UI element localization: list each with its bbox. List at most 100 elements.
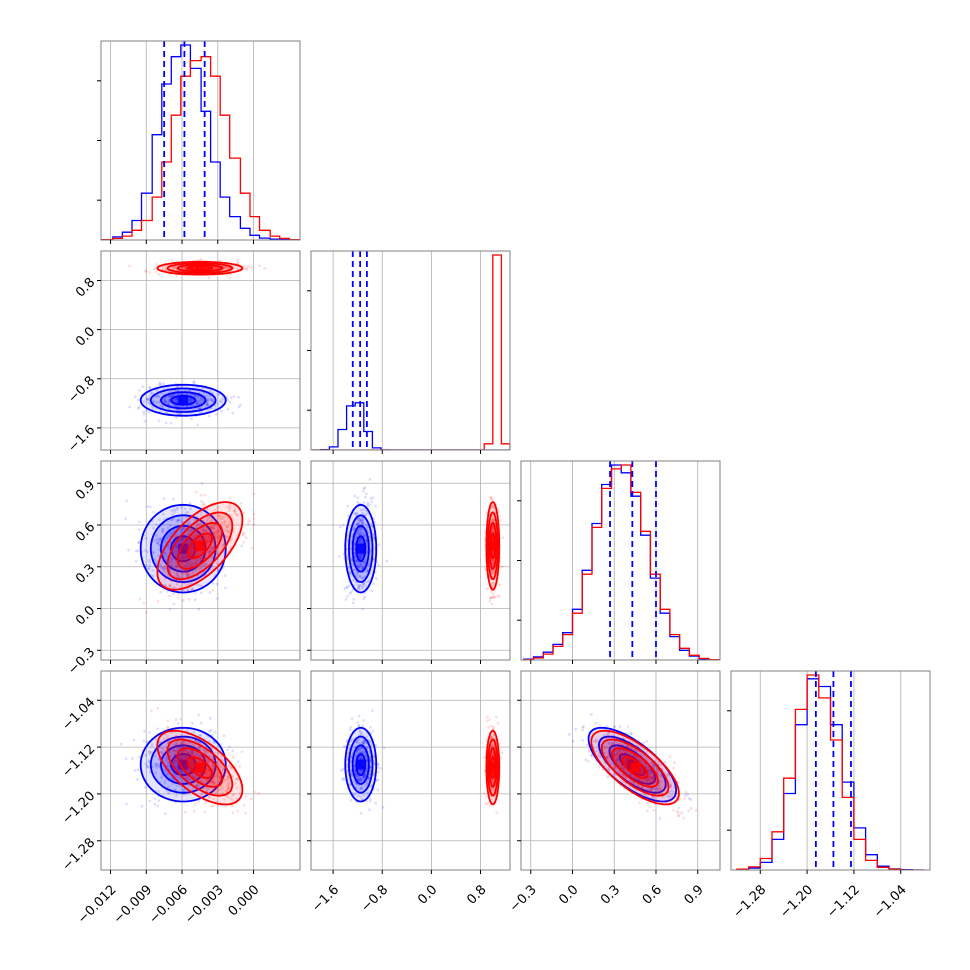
sample-point bbox=[366, 580, 369, 584]
sample-point bbox=[190, 538, 193, 542]
sample-point bbox=[362, 794, 366, 798]
sample-point bbox=[649, 776, 653, 780]
sample-point bbox=[210, 555, 214, 558]
sample-point bbox=[217, 567, 220, 571]
sample-point bbox=[501, 751, 504, 755]
sample-point bbox=[220, 409, 223, 413]
sample-point bbox=[174, 556, 178, 559]
sample-point bbox=[169, 555, 173, 559]
sample-point bbox=[173, 761, 177, 765]
sample-point bbox=[173, 757, 177, 761]
sample-point bbox=[205, 508, 209, 511]
sample-point bbox=[235, 267, 239, 271]
sample-point bbox=[199, 557, 203, 561]
sample-point bbox=[194, 554, 197, 557]
sample-point bbox=[211, 391, 215, 395]
sample-point bbox=[240, 544, 244, 548]
sample-point bbox=[372, 582, 375, 586]
sample-point bbox=[189, 750, 193, 754]
sample-point bbox=[237, 405, 241, 409]
sample-point bbox=[352, 526, 356, 530]
sample-point bbox=[365, 735, 369, 739]
sample-point bbox=[162, 567, 166, 570]
sample-point bbox=[212, 765, 215, 769]
sample-point bbox=[221, 792, 225, 795]
sample-point bbox=[366, 505, 370, 508]
sample-point bbox=[368, 503, 371, 506]
sample-point bbox=[202, 391, 206, 395]
sample-point bbox=[217, 761, 221, 764]
sample-point bbox=[215, 772, 219, 776]
sample-point bbox=[124, 757, 128, 761]
sample-point bbox=[151, 574, 155, 578]
sample-point bbox=[228, 401, 232, 404]
sample-point bbox=[357, 779, 361, 783]
sample-point bbox=[358, 555, 361, 559]
sample-point bbox=[366, 501, 370, 505]
sample-point bbox=[347, 747, 351, 751]
sample-point bbox=[498, 595, 502, 598]
sample-point bbox=[361, 490, 365, 493]
sample-point bbox=[371, 729, 375, 733]
sample-point bbox=[371, 496, 375, 500]
sample-point bbox=[180, 385, 184, 389]
sample-point bbox=[488, 596, 492, 600]
sample-point bbox=[186, 588, 190, 592]
sample-point bbox=[204, 562, 208, 566]
sample-point bbox=[356, 583, 360, 587]
sample-point bbox=[175, 749, 179, 753]
sample-point bbox=[227, 786, 231, 790]
sample-point bbox=[154, 762, 158, 766]
sample-point bbox=[355, 773, 358, 777]
sample-point bbox=[155, 262, 159, 266]
sample-point bbox=[360, 751, 364, 754]
sample-point bbox=[648, 780, 652, 784]
sample-point bbox=[156, 707, 160, 710]
sample-point bbox=[181, 559, 184, 563]
sample-point bbox=[642, 779, 646, 782]
sample-point bbox=[655, 787, 659, 790]
sample-point bbox=[179, 412, 182, 415]
histogram-step bbox=[101, 44, 299, 240]
sample-point bbox=[634, 755, 638, 758]
sample-point bbox=[365, 550, 369, 553]
sample-point bbox=[211, 757, 215, 761]
sample-point bbox=[482, 792, 486, 795]
sample-point bbox=[217, 528, 220, 532]
sample-point bbox=[594, 738, 598, 742]
sample-point bbox=[142, 601, 146, 605]
sample-point bbox=[360, 779, 364, 783]
sample-point bbox=[581, 738, 585, 742]
sample-point bbox=[195, 559, 199, 562]
sample-point bbox=[228, 521, 232, 525]
sample-point bbox=[174, 415, 178, 419]
sample-point bbox=[359, 811, 363, 815]
sample-point bbox=[177, 518, 181, 522]
sample-point bbox=[629, 731, 633, 735]
sample-point bbox=[220, 786, 224, 790]
sample-point bbox=[176, 722, 180, 725]
sample-point bbox=[358, 587, 361, 591]
sample-point bbox=[203, 750, 207, 754]
density-contour bbox=[186, 756, 214, 779]
sample-point bbox=[202, 536, 206, 540]
sample-point bbox=[491, 592, 495, 596]
sample-point bbox=[489, 590, 493, 593]
sample-point bbox=[190, 547, 193, 551]
sample-point bbox=[598, 752, 601, 755]
sample-point bbox=[174, 550, 178, 553]
sample-point bbox=[138, 389, 141, 392]
sample-point bbox=[176, 412, 179, 416]
sample-point bbox=[362, 487, 366, 491]
sample-point bbox=[177, 596, 181, 600]
sample-point bbox=[159, 750, 163, 754]
sample-point bbox=[192, 731, 196, 734]
sample-point bbox=[212, 266, 216, 270]
sample-point bbox=[364, 753, 368, 757]
sample-point bbox=[491, 778, 494, 782]
sample-point bbox=[374, 577, 378, 580]
sample-point bbox=[158, 381, 162, 385]
sample-point bbox=[152, 510, 155, 514]
sample-point bbox=[162, 497, 166, 501]
